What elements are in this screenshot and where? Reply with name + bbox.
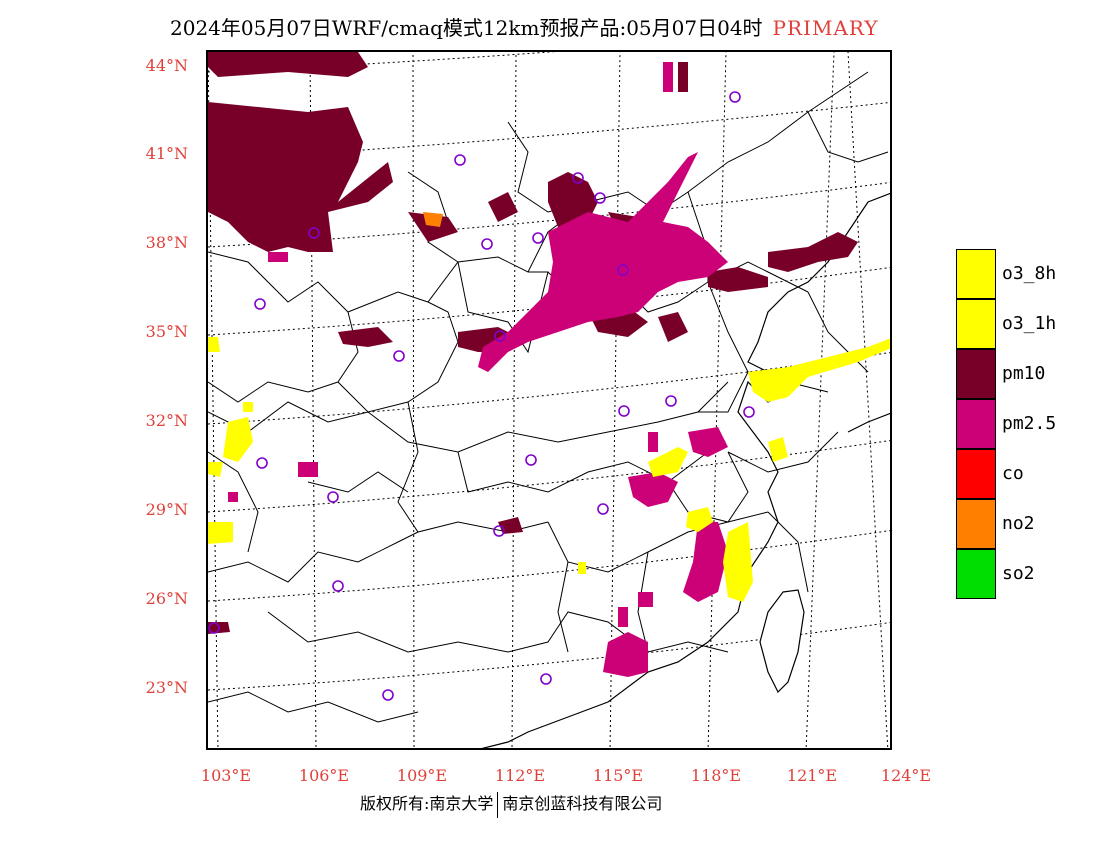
lat-label-44: 44°N (145, 56, 188, 75)
legend-item-o3-1h: o3_1h (956, 299, 1096, 349)
legend-item-so2: so2 (956, 549, 1096, 599)
lon-label-112: 112°E (494, 766, 546, 785)
lon-label-109: 109°E (396, 766, 448, 785)
lat-label-32: 32°N (145, 411, 188, 430)
map-canvas (208, 52, 890, 748)
o3-areas (208, 337, 890, 602)
legend-label: o3_1h (1002, 313, 1057, 334)
legend-label: pm10 (1002, 363, 1046, 384)
title-text: 2024年05月07日WRF/cmaq模式12km预报产品:05月07日04时 (170, 16, 763, 40)
legend-item-pm10: pm10 (956, 349, 1096, 399)
copyright-footer: 版权所有:南京大学 南京创蓝科技有限公司 (360, 790, 662, 818)
lon-label-103: 103°E (200, 766, 252, 785)
legend-label: so2 (1002, 563, 1035, 584)
taiwan-outline (759, 589, 805, 694)
legend-swatch (956, 249, 996, 299)
legend-label: co (1002, 463, 1024, 484)
coastline (481, 192, 890, 748)
lon-label-118: 118°E (690, 766, 742, 785)
copyright-left: 版权所有:南京大学 (360, 794, 494, 813)
copyright-right: 南京创蓝科技有限公司 (502, 794, 663, 813)
lon-label-121: 121°E (786, 766, 838, 785)
legend-item-no2: no2 (956, 499, 1096, 549)
legend-swatch (956, 449, 996, 499)
legend-label: no2 (1002, 513, 1035, 534)
legend-label: o3_8h (1002, 263, 1057, 284)
lat-label-35: 35°N (145, 322, 188, 341)
primary-tag: PRIMARY (772, 16, 879, 40)
legend-swatch (956, 399, 996, 449)
legend-swatch (956, 549, 996, 599)
legend-item-co: co (956, 449, 1096, 499)
legend-label: pm2.5 (1002, 413, 1057, 434)
lon-label-106: 106°E (298, 766, 350, 785)
legend-item-o3-8h: o3_8h (956, 249, 1096, 299)
station-markers (208, 91, 755, 701)
map-title: 2024年05月07日WRF/cmaq模式12km预报产品:05月07日04时 P… (170, 12, 879, 41)
province-boundaries (208, 71, 889, 723)
pollutant-legend: o3_8h o3_1h pm10 pm2.5 co no2 so2 (956, 249, 1096, 599)
lon-label-115: 115°E (592, 766, 644, 785)
legend-swatch (956, 299, 996, 349)
footer-separator (497, 791, 499, 818)
pm25-areas (228, 62, 728, 677)
legend-swatch (956, 499, 996, 549)
legend-swatch (956, 349, 996, 399)
lat-label-41: 41°N (145, 144, 188, 163)
legend-item-pm25: pm2.5 (956, 399, 1096, 449)
pm10-areas (208, 52, 858, 634)
pollutant-map[interactable] (206, 50, 892, 750)
lat-label-38: 38°N (145, 233, 188, 252)
lat-label-23: 23°N (145, 678, 188, 697)
lon-label-124: 124°E (880, 766, 932, 785)
lat-label-26: 26°N (145, 589, 188, 608)
lat-label-29: 29°N (145, 500, 188, 519)
no2-area (423, 212, 443, 227)
